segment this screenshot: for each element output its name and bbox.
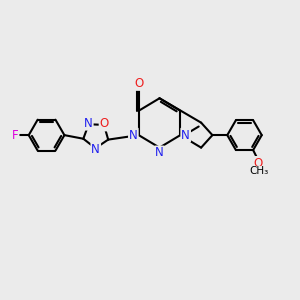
Text: O: O — [100, 117, 109, 130]
Text: N: N — [155, 146, 164, 160]
Text: N: N — [92, 143, 100, 156]
Text: N: N — [84, 117, 93, 130]
Text: N: N — [129, 129, 138, 142]
Text: O: O — [253, 157, 262, 170]
Text: F: F — [12, 129, 18, 142]
Text: N: N — [181, 129, 190, 142]
Text: CH₃: CH₃ — [250, 167, 269, 176]
Text: O: O — [134, 77, 143, 90]
